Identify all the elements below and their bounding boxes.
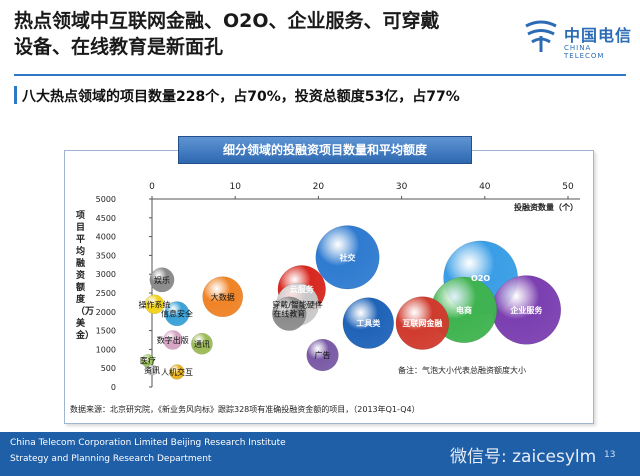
bubble-label: 工具类 [356, 318, 380, 328]
bubble-label: 电商 [456, 305, 472, 315]
y-tick-label: 1500 [96, 327, 116, 336]
chart-axes: 0 10 20 30 40 5005001000150020002500300035004… [96, 182, 580, 392]
y-tick-label: 2500 [96, 289, 116, 298]
y-tick-label: 500 [101, 364, 116, 373]
y-tick-label: 3000 [96, 270, 116, 279]
slide-title-line1: 热点领域中互联网金融、O2O、企业服务、可穿戴 [14, 10, 440, 32]
bubble-操作系统 [144, 294, 165, 315]
bubble-label: 互联网金融 [402, 318, 442, 328]
china-telecom-logo: 中国电信 CHINA TELECOM [520, 14, 632, 64]
footer-dept-line: Strategy and Planning Research Departmen… [10, 454, 212, 464]
subtitle-accent-bar [14, 86, 17, 104]
y-axis-title: 项目平均融资额度（万美金） [76, 210, 94, 342]
bubble-label: 企业服务 [509, 305, 543, 315]
y-axis-title-text: 项目平均融资额度（万美金） [76, 211, 95, 341]
logo-english-text: CHINA TELECOM [564, 44, 605, 60]
bubble-label: 娱乐 [154, 275, 170, 285]
bubble-工具类 [342, 297, 395, 349]
bubble-娱乐 [149, 267, 175, 293]
bubble-label: O2O [471, 274, 490, 283]
chart-source: 数据来源：北京研究院，《新业务风向标》跟踪328项有准确投融资金额的项目，（20… [70, 404, 420, 414]
bubble-label: 资讯 [144, 365, 160, 375]
bubble-label: 医疗 [140, 356, 156, 366]
bubble-label: 数字出版 [157, 335, 189, 345]
y-tick-label: 4500 [96, 214, 116, 223]
bubble-label: 操作系统 [138, 299, 170, 309]
y-tick-label: 4000 [96, 233, 116, 242]
bubble-互联网金融 [395, 296, 450, 350]
title-divider [14, 74, 626, 76]
wechat-watermark: 微信号: zaicesylm [450, 447, 597, 467]
bubble-label: 云服务 [290, 284, 315, 294]
x-tick-label: 50 [562, 182, 574, 192]
y-tick-label: 1000 [96, 345, 116, 354]
x-tick-label: 20 [313, 182, 325, 192]
x-tick-label: 10 [229, 182, 241, 192]
bubble-社交 [315, 225, 380, 290]
footer-org-line: China Telecom Corporation Limited Beijin… [10, 438, 286, 448]
y-tick-label: 3500 [96, 251, 116, 260]
telecom-swirl-icon [525, 20, 557, 52]
slide-subtitle: 八大热点领域的项目数量228个，占70%，投资总额度53亿，占77% [22, 89, 460, 105]
bubble-大数据 [202, 276, 244, 318]
x-axis-title: 投融资数量（个） [514, 202, 578, 212]
bubble-label: 穿戴/智能硬件 [272, 299, 323, 309]
footer-bar: China Telecom Corporation Limited Beijin… [0, 432, 640, 476]
bubble-资讯 [146, 364, 158, 376]
bubble-信息安全 [164, 301, 190, 327]
bubble-label: 社交 [339, 252, 356, 262]
bubble-通讯 [191, 332, 213, 355]
bubble-label: 大数据 [211, 292, 235, 302]
bubble-在线教育 [272, 296, 307, 331]
bubble-label: 通讯 [194, 339, 210, 349]
bubble-label: 广告 [315, 350, 331, 360]
slide-title: 热点领域中互联网金融、O2O、企业服务、可穿戴 设备、在线教育是新面孔 [14, 8, 494, 60]
bubble-人机交互 [169, 364, 185, 380]
bubble-广告 [306, 338, 339, 372]
y-tick-label: 5000 [96, 195, 116, 204]
y-tick-label: 2000 [96, 308, 116, 317]
bubble-label: 人机交互 [161, 367, 193, 377]
logo-chinese-text: 中国电信 [564, 26, 633, 45]
chart-note: 备注：气泡大小代表总融资额度大小 [398, 365, 526, 375]
slide-title-line2: 设备、在线教育是新面孔 [14, 36, 224, 58]
bubble-label: 在线教育 [273, 309, 305, 319]
x-tick-label: 0 [149, 182, 155, 192]
page-number: 13 [604, 450, 616, 460]
x-tick-label: 40 [479, 182, 491, 192]
bubble-数字出版 [163, 330, 183, 350]
bubble-label: 信息安全 [161, 309, 193, 319]
x-tick-label: 30 [396, 182, 408, 192]
y-tick-label: 0 [111, 383, 116, 392]
chart-title: 细分领域的投融资项目数量和平均额度 [178, 136, 472, 164]
